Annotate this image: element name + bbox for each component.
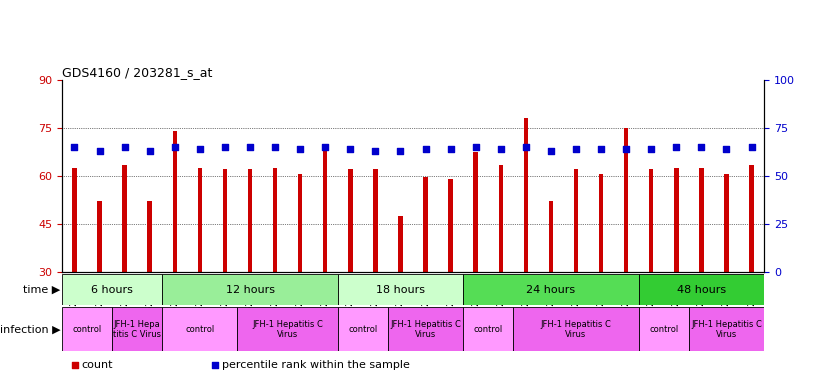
- Text: JFH-1 Hepa
titis C Virus: JFH-1 Hepa titis C Virus: [113, 319, 161, 339]
- Text: percentile rank within the sample: percentile rank within the sample: [222, 360, 410, 371]
- Bar: [338, 274, 463, 305]
- Point: [544, 148, 558, 154]
- Bar: [473, 152, 478, 272]
- Bar: [638, 307, 689, 351]
- Text: JFH-1 Hepatitis C
Virus: JFH-1 Hepatitis C Virus: [390, 319, 461, 339]
- Text: JFH-1 Hepatitis C
Virus: JFH-1 Hepatitis C Virus: [540, 319, 611, 339]
- Bar: [162, 307, 238, 351]
- Bar: [112, 307, 162, 351]
- Text: 12 hours: 12 hours: [225, 285, 274, 295]
- Bar: [449, 179, 453, 272]
- Bar: [148, 202, 152, 272]
- Bar: [674, 168, 678, 272]
- Text: 18 hours: 18 hours: [376, 285, 425, 295]
- Point: [469, 144, 482, 150]
- Bar: [699, 168, 704, 272]
- Point: [244, 144, 257, 150]
- Bar: [463, 307, 513, 351]
- Bar: [223, 169, 227, 272]
- Text: JFH-1 Hepatitis C
Virus: JFH-1 Hepatitis C Virus: [252, 319, 323, 339]
- Point: [319, 144, 332, 150]
- Text: control: control: [185, 325, 215, 334]
- Bar: [649, 169, 653, 272]
- Point: [268, 144, 282, 150]
- Bar: [238, 307, 338, 351]
- Point: [368, 148, 382, 154]
- Point: [169, 144, 182, 150]
- Bar: [348, 169, 353, 272]
- Text: 24 hours: 24 hours: [526, 285, 576, 295]
- Text: JFH-1 Hepatitis C
Virus: JFH-1 Hepatitis C Virus: [691, 319, 762, 339]
- Bar: [548, 202, 553, 272]
- Point: [419, 146, 432, 152]
- Text: control: control: [649, 325, 678, 334]
- Bar: [162, 274, 338, 305]
- Text: 6 hours: 6 hours: [91, 285, 133, 295]
- Bar: [197, 168, 202, 272]
- Point: [344, 146, 357, 152]
- Text: time ▶: time ▶: [23, 285, 60, 295]
- Bar: [749, 165, 754, 272]
- Bar: [122, 165, 127, 272]
- Point: [745, 144, 758, 150]
- Bar: [62, 307, 112, 351]
- Bar: [248, 169, 252, 272]
- Bar: [463, 274, 638, 305]
- Point: [719, 146, 733, 152]
- Point: [218, 144, 231, 150]
- Bar: [298, 174, 302, 272]
- Point: [520, 144, 533, 150]
- Bar: [574, 169, 578, 272]
- Point: [394, 148, 407, 154]
- Point: [595, 146, 608, 152]
- Bar: [62, 274, 162, 305]
- Point: [620, 146, 633, 152]
- Text: GDS4160 / 203281_s_at: GDS4160 / 203281_s_at: [62, 66, 212, 79]
- Point: [644, 146, 657, 152]
- Bar: [97, 202, 102, 272]
- Point: [143, 148, 156, 154]
- Text: 48 hours: 48 hours: [676, 285, 726, 295]
- Point: [208, 362, 221, 369]
- Bar: [524, 118, 528, 272]
- Point: [444, 146, 458, 152]
- Bar: [72, 168, 77, 272]
- Point: [93, 148, 107, 154]
- Bar: [638, 274, 764, 305]
- Bar: [388, 307, 463, 351]
- Bar: [724, 174, 729, 272]
- Point: [193, 146, 206, 152]
- Bar: [499, 165, 503, 272]
- Text: infection ▶: infection ▶: [0, 324, 60, 334]
- Bar: [323, 150, 327, 272]
- Point: [118, 144, 131, 150]
- Text: count: count: [82, 360, 113, 371]
- Point: [695, 144, 708, 150]
- Bar: [624, 128, 629, 272]
- Bar: [423, 177, 428, 272]
- Point: [494, 146, 507, 152]
- Point: [68, 362, 81, 369]
- Point: [670, 144, 683, 150]
- Text: control: control: [73, 325, 102, 334]
- Point: [68, 144, 81, 150]
- Text: control: control: [349, 325, 377, 334]
- Bar: [398, 216, 403, 272]
- Text: control: control: [473, 325, 503, 334]
- Bar: [689, 307, 764, 351]
- Bar: [338, 307, 388, 351]
- Bar: [173, 131, 177, 272]
- Bar: [599, 174, 603, 272]
- Bar: [513, 307, 638, 351]
- Bar: [373, 169, 377, 272]
- Point: [293, 146, 306, 152]
- Point: [569, 146, 582, 152]
- Bar: [273, 168, 278, 272]
